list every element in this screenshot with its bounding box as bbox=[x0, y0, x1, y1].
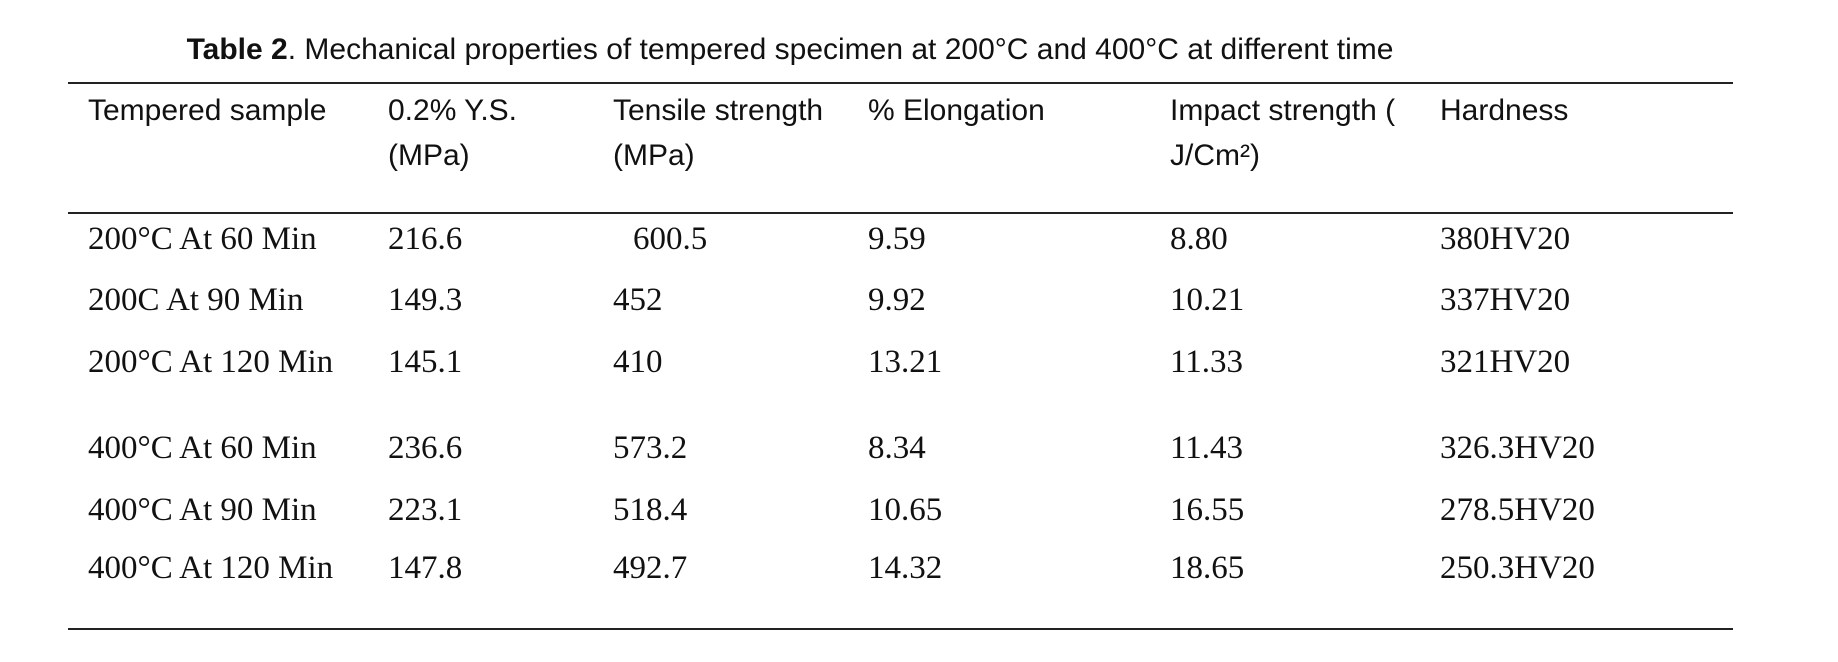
cell-impact-strength: 8.80 bbox=[1170, 221, 1228, 257]
header-tempered-sample: Tempered sample bbox=[88, 94, 327, 127]
cell-impact-strength: 18.65 bbox=[1170, 550, 1245, 586]
cell-yield-strength: 216.6 bbox=[388, 221, 463, 257]
cell-tensile-strength: 492.7 bbox=[613, 550, 688, 586]
cell-hardness: 380HV20 bbox=[1440, 221, 1571, 257]
cell-impact-strength: 10.21 bbox=[1170, 282, 1245, 318]
cell-impact-strength: 16.55 bbox=[1170, 492, 1245, 528]
cell-yield-strength: 236.6 bbox=[388, 430, 463, 466]
cell-tensile-strength: 452 bbox=[613, 282, 663, 318]
cell-sample: 400°C At 90 Min bbox=[88, 492, 317, 528]
cell-elongation: 9.92 bbox=[868, 282, 926, 318]
cell-elongation: 9.59 bbox=[868, 221, 926, 257]
header-tensile-strength: Tensile strength (MPa) bbox=[613, 94, 824, 172]
cell-hardness: 337HV20 bbox=[1440, 282, 1571, 318]
table-row: 400°C At 120 Min 147.8 492.7 14.32 18.65… bbox=[68, 543, 1733, 629]
cell-hardness: 326.3HV20 bbox=[1440, 430, 1595, 466]
header-row: Tempered sample 0.2% Y.S. (MPa) Tensile … bbox=[68, 83, 1733, 213]
table-caption: Table 2. Mechanical properties of temper… bbox=[0, 32, 1580, 68]
cell-sample: 200C At 90 Min bbox=[88, 282, 304, 318]
cell-yield-strength: 149.3 bbox=[388, 282, 463, 318]
table-row: 200°C At 60 Min 216.6 600.5 9.59 8.80 38… bbox=[68, 213, 1733, 275]
cell-yield-strength: 223.1 bbox=[388, 492, 463, 528]
cell-hardness: 278.5HV20 bbox=[1440, 492, 1595, 528]
cell-tensile-strength: 573.2 bbox=[613, 430, 688, 466]
table-caption-label: Table 2 bbox=[186, 33, 288, 66]
table-row: 400°C At 60 Min 236.6 573.2 8.34 11.43 3… bbox=[68, 423, 1733, 485]
header-hardness: Hardness bbox=[1440, 94, 1569, 127]
cell-hardness: 321HV20 bbox=[1440, 344, 1571, 380]
cell-sample: 200°C At 60 Min bbox=[88, 221, 317, 257]
cell-tensile-strength: 518.4 bbox=[613, 492, 688, 528]
cell-yield-strength: 147.8 bbox=[388, 550, 463, 586]
table-row: 400°C At 90 Min 223.1 518.4 10.65 16.55 … bbox=[68, 485, 1733, 543]
cell-elongation: 10.65 bbox=[868, 492, 943, 528]
cell-impact-strength: 11.33 bbox=[1170, 344, 1244, 380]
cell-impact-strength: 11.43 bbox=[1170, 430, 1244, 466]
table-header: Tempered sample 0.2% Y.S. (MPa) Tensile … bbox=[68, 83, 1733, 213]
cell-sample: 400°C At 120 Min bbox=[88, 550, 334, 586]
cell-elongation: 13.21 bbox=[868, 344, 943, 380]
header-elongation: % Elongation bbox=[868, 94, 1045, 127]
mechanical-properties-table: Tempered sample 0.2% Y.S. (MPa) Tensile … bbox=[68, 82, 1733, 630]
header-yield-strength: 0.2% Y.S. (MPa) bbox=[388, 94, 517, 172]
table-row: 200C At 90 Min 149.3 452 9.92 10.21 337H… bbox=[68, 275, 1733, 337]
cell-yield-strength: 145.1 bbox=[388, 344, 463, 380]
cell-tensile-strength: 600.5 bbox=[633, 221, 708, 257]
cell-elongation: 8.34 bbox=[868, 430, 926, 466]
cell-sample: 400°C At 60 Min bbox=[88, 430, 317, 466]
cell-elongation: 14.32 bbox=[868, 550, 943, 586]
table-container: Tempered sample 0.2% Y.S. (MPa) Tensile … bbox=[68, 82, 1733, 630]
table-body: 200°C At 60 Min 216.6 600.5 9.59 8.80 38… bbox=[68, 213, 1733, 629]
cell-sample: 200°C At 120 Min bbox=[88, 344, 334, 380]
table-row: 200°C At 120 Min 145.1 410 13.21 11.33 3… bbox=[68, 337, 1733, 423]
table-caption-text: . Mechanical properties of tempered spec… bbox=[287, 33, 1394, 66]
header-impact-strength: Impact strength ( J/Cm²) bbox=[1170, 94, 1396, 172]
cell-hardness: 250.3HV20 bbox=[1440, 550, 1595, 586]
cell-tensile-strength: 410 bbox=[613, 344, 663, 380]
